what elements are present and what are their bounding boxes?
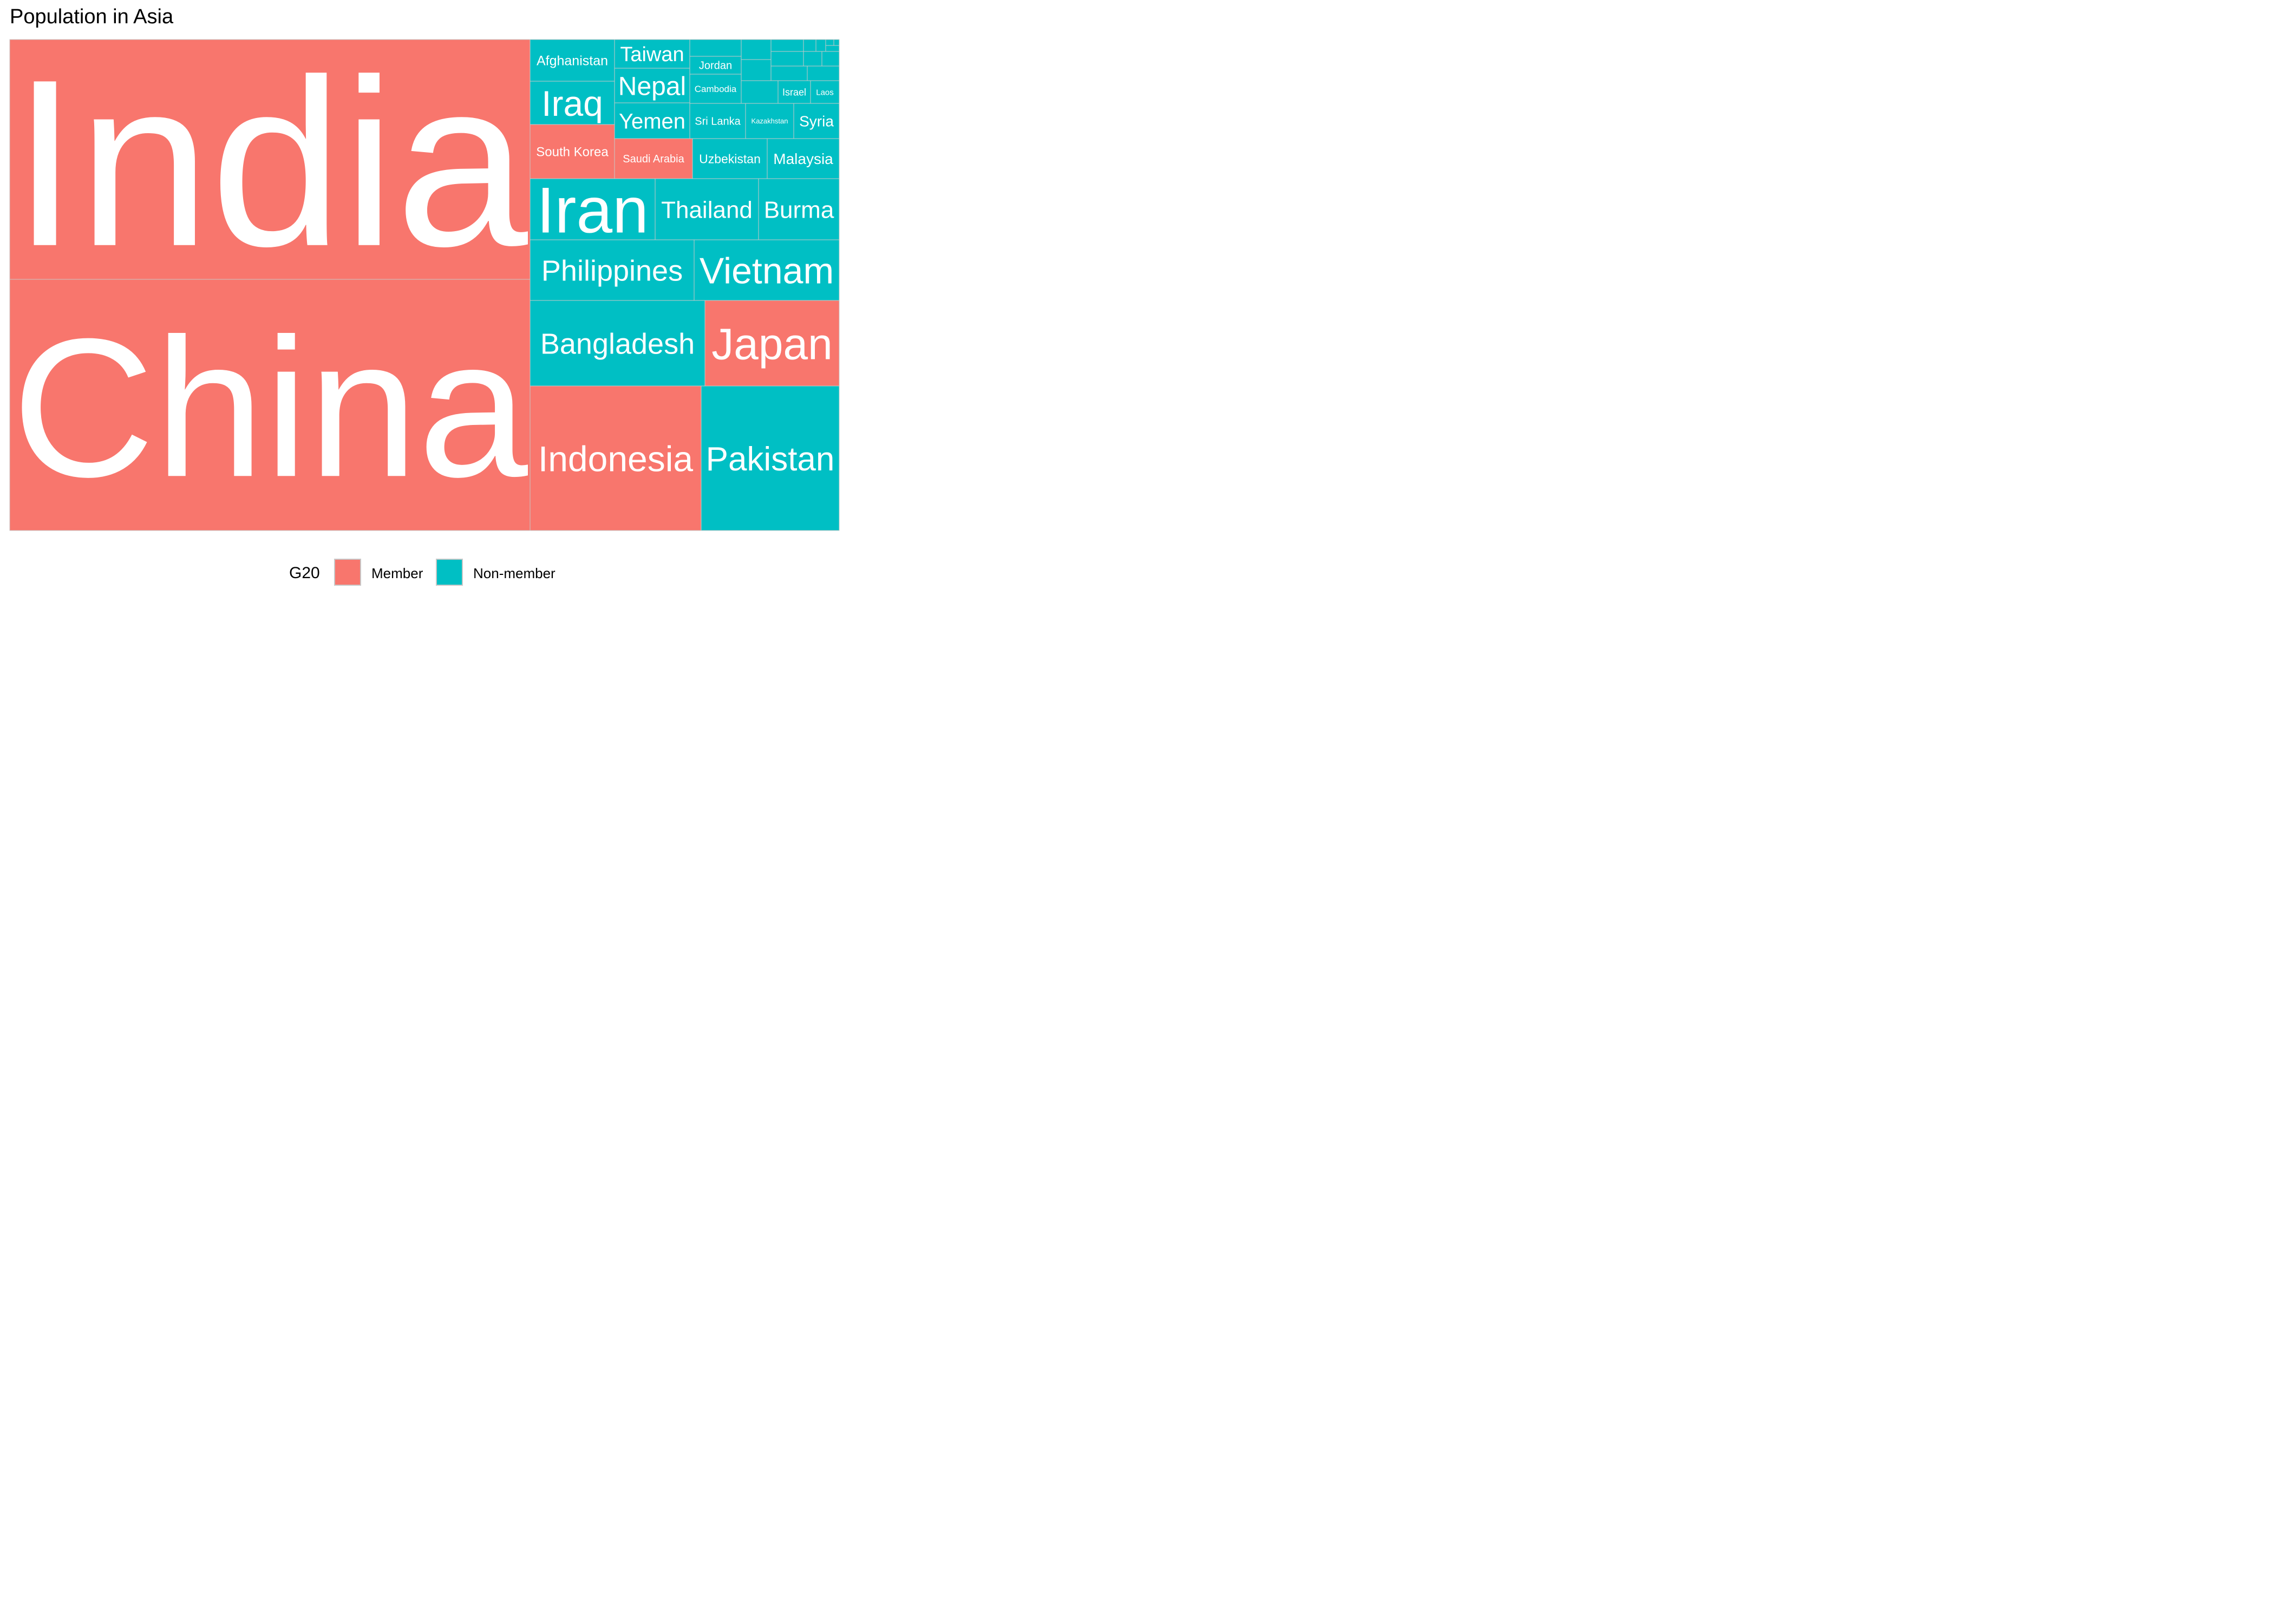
tile-label-pakistan: Pakistan <box>706 441 835 478</box>
tile-yemen <box>614 102 690 139</box>
tile-small-13 <box>807 66 840 81</box>
tile-label-south-korea: South Korea <box>536 145 609 160</box>
tile-bangladesh <box>530 300 705 387</box>
tile-small-6 <box>833 39 840 46</box>
tile-kazakhstan <box>745 103 794 139</box>
tile-small-0 <box>689 39 742 57</box>
tile-label-sri-lanka: Sri Lanka <box>695 116 741 128</box>
tile-label-malaysia: Malaysia <box>773 150 833 167</box>
tile-label-vietnam: Vietnam <box>700 250 834 291</box>
tile-small-5 <box>825 39 834 46</box>
tile-label-burma: Burma <box>764 197 834 223</box>
tile-japan <box>704 300 840 387</box>
tile-small-10 <box>821 51 840 67</box>
tile-label-iraq: Iraq <box>541 83 603 123</box>
tile-small-1 <box>741 39 772 60</box>
tile-jordan <box>689 56 742 75</box>
tile-label-cambodia: Cambodia <box>695 84 737 94</box>
tile-nepal <box>614 68 690 103</box>
tile-label-israel: Israel <box>782 87 806 97</box>
tile-small-9 <box>803 51 822 67</box>
tile-label-iran: Iran <box>537 174 649 247</box>
tile-china <box>9 279 531 531</box>
legend: G20 Member Non-member <box>0 559 849 588</box>
tile-syria <box>793 103 840 139</box>
tile-iraq <box>530 81 615 125</box>
legend-title: G20 <box>289 564 320 582</box>
tile-pakistan <box>701 385 840 531</box>
tile-label-taiwan: Taiwan <box>620 43 684 66</box>
legend-key-non-member <box>436 559 463 586</box>
tile-small-8 <box>770 51 804 67</box>
legend-label-non-member: Non-member <box>473 565 556 581</box>
tile-label-philippines: Philippines <box>541 254 683 287</box>
tile-label-laos: Laos <box>816 88 834 97</box>
tile-indonesia <box>530 385 702 531</box>
tile-label-thailand: Thailand <box>661 197 753 223</box>
tile-small-4 <box>815 39 826 52</box>
tile-label-india: India <box>12 30 530 296</box>
tile-label-kazakhstan: Kazakhstan <box>752 117 788 125</box>
tile-label-jordan: Jordan <box>699 60 732 72</box>
tile-small-12 <box>770 66 808 81</box>
tile-cambodia <box>689 74 742 104</box>
tile-uzbekistan <box>692 138 768 179</box>
tile-afghanistan <box>530 39 615 82</box>
tile-saudi-arabia <box>614 138 693 179</box>
tile-small-3 <box>803 39 816 52</box>
tile-label-japan: Japan <box>711 320 832 369</box>
tile-iran <box>530 178 656 240</box>
tile-burma <box>758 178 840 240</box>
tile-label-syria: Syria <box>799 113 834 130</box>
tile-label-yemen: Yemen <box>619 109 685 133</box>
legend-key-member <box>334 559 361 586</box>
tile-vietnam <box>694 239 840 301</box>
tile-philippines <box>530 239 695 301</box>
tile-thailand <box>655 178 759 240</box>
tile-laos <box>810 80 840 104</box>
tile-label-uzbekistan: Uzbekistan <box>699 152 761 166</box>
tile-label-indonesia: Indonesia <box>538 438 694 479</box>
tile-malaysia <box>767 138 840 179</box>
tile-label-nepal: Nepal <box>618 72 686 101</box>
tile-sri-lanka <box>689 103 746 139</box>
tile-india <box>9 39 531 280</box>
tile-small-14 <box>741 80 779 104</box>
tile-label-saudi-arabia: Saudi Arabia <box>623 153 684 165</box>
tile-label-bangladesh: Bangladesh <box>540 328 695 360</box>
chart-title: Population in Asia <box>10 5 174 28</box>
tile-label-afghanistan: Afghanistan <box>537 54 608 69</box>
tile-small-7 <box>825 45 840 52</box>
tile-small-2 <box>770 39 804 52</box>
tile-label-china: China <box>12 298 529 518</box>
tile-small-11 <box>741 59 772 81</box>
legend-label-member: Member <box>371 565 423 581</box>
